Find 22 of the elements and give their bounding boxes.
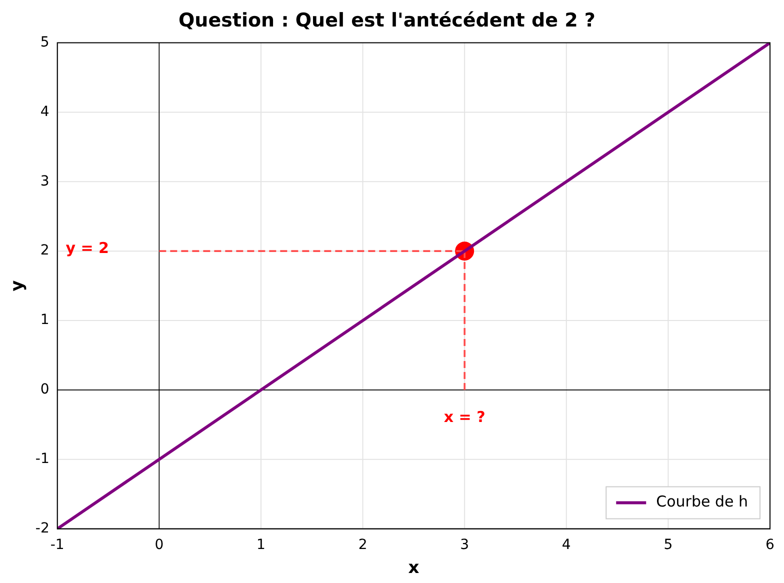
x-tick-label: 3 [460, 536, 470, 553]
y-tick-label: -1 [35, 451, 50, 468]
y-axis-title: y [8, 280, 28, 292]
annotation: y = 2 [66, 238, 109, 257]
y-tick-label: 0 [40, 382, 50, 398]
chart-title: Question : Quel est l'antécédent de 2 ? [178, 9, 596, 32]
y-tick-label: 2 [40, 242, 50, 259]
x-axis-title: x [408, 558, 420, 578]
x-tick-label: 2 [358, 536, 368, 553]
y-tick-label: 5 [40, 34, 50, 50]
x-tick-label: 0 [154, 536, 164, 553]
legend-label: Courbe de h [656, 492, 748, 511]
y-tick-label: 1 [40, 312, 50, 328]
y-tick-label: 3 [40, 173, 50, 190]
annotation: x = ? [444, 408, 486, 426]
x-tick-label: 1 [256, 536, 266, 553]
x-tick-label: 6 [766, 536, 775, 553]
x-tick-label: 4 [562, 536, 571, 553]
y-tick-label: -2 [35, 520, 50, 536]
x-tick-label: -1 [50, 536, 64, 553]
x-tick-label: 5 [664, 536, 673, 553]
y-tick-label: 4 [40, 104, 50, 120]
